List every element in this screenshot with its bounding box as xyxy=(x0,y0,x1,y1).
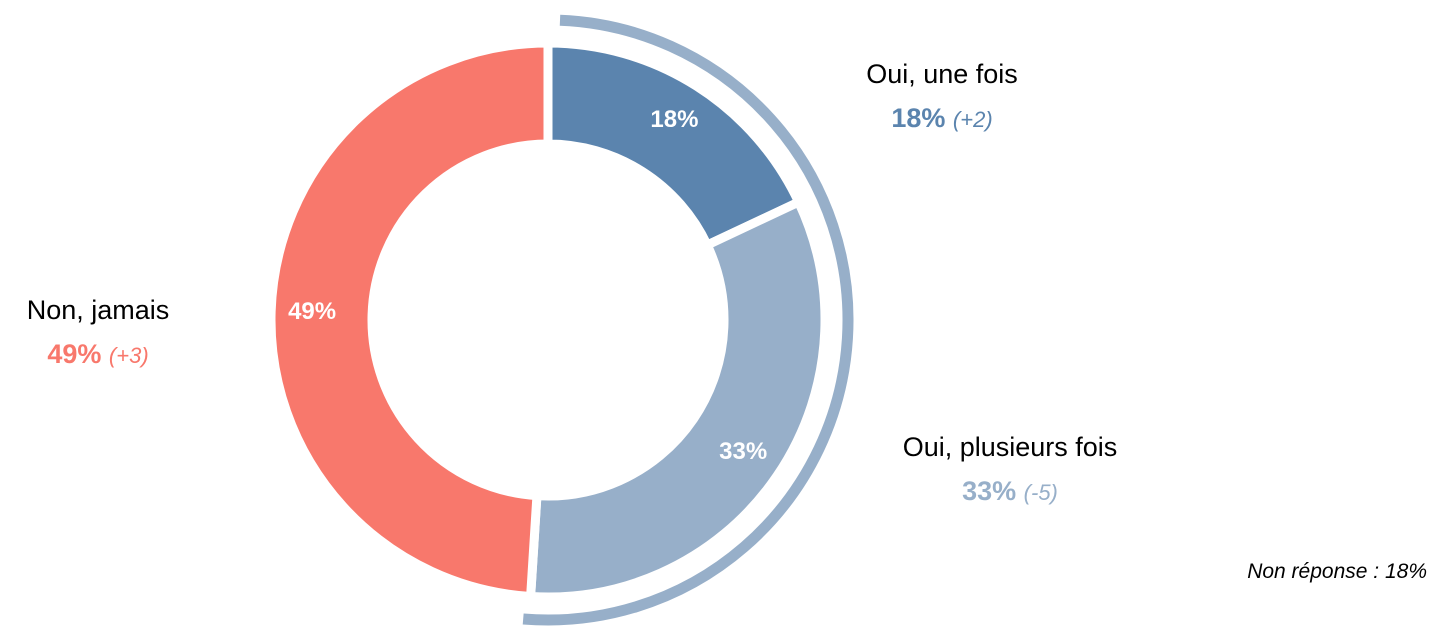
value-line: 33% (-5) xyxy=(890,469,1130,515)
value-label: 33% xyxy=(962,476,1017,506)
change-label: (+2) xyxy=(952,107,993,132)
donut-slice xyxy=(266,38,553,602)
group-bracket xyxy=(522,14,854,626)
category-name: Oui, plusieurs fois xyxy=(902,432,1118,462)
category-label: Oui, plusieurs fois 33% (-5) xyxy=(890,425,1130,515)
value-label: 49% xyxy=(47,339,102,369)
change-label: (+3) xyxy=(108,343,149,368)
category-name: Oui, une fois xyxy=(866,59,1018,89)
annotation: Non réponse : 18% xyxy=(1247,560,1427,583)
category-label: Oui, une fois 18% (+2) xyxy=(822,52,1062,142)
donut-slice xyxy=(525,196,830,602)
value-line: 49% (+3) xyxy=(0,332,218,378)
value-line: 18% (+2) xyxy=(822,96,1062,142)
change-label: (-5) xyxy=(1023,480,1058,505)
slice-label: 18% xyxy=(650,106,698,133)
slice-label: 49% xyxy=(288,298,336,325)
category-label: Non, jamais 49% (+3) xyxy=(0,288,218,378)
donut-slice xyxy=(543,38,805,252)
value-label: 18% xyxy=(891,103,946,133)
slice-label: 33% xyxy=(719,438,767,465)
category-name: Non, jamais xyxy=(26,295,170,325)
